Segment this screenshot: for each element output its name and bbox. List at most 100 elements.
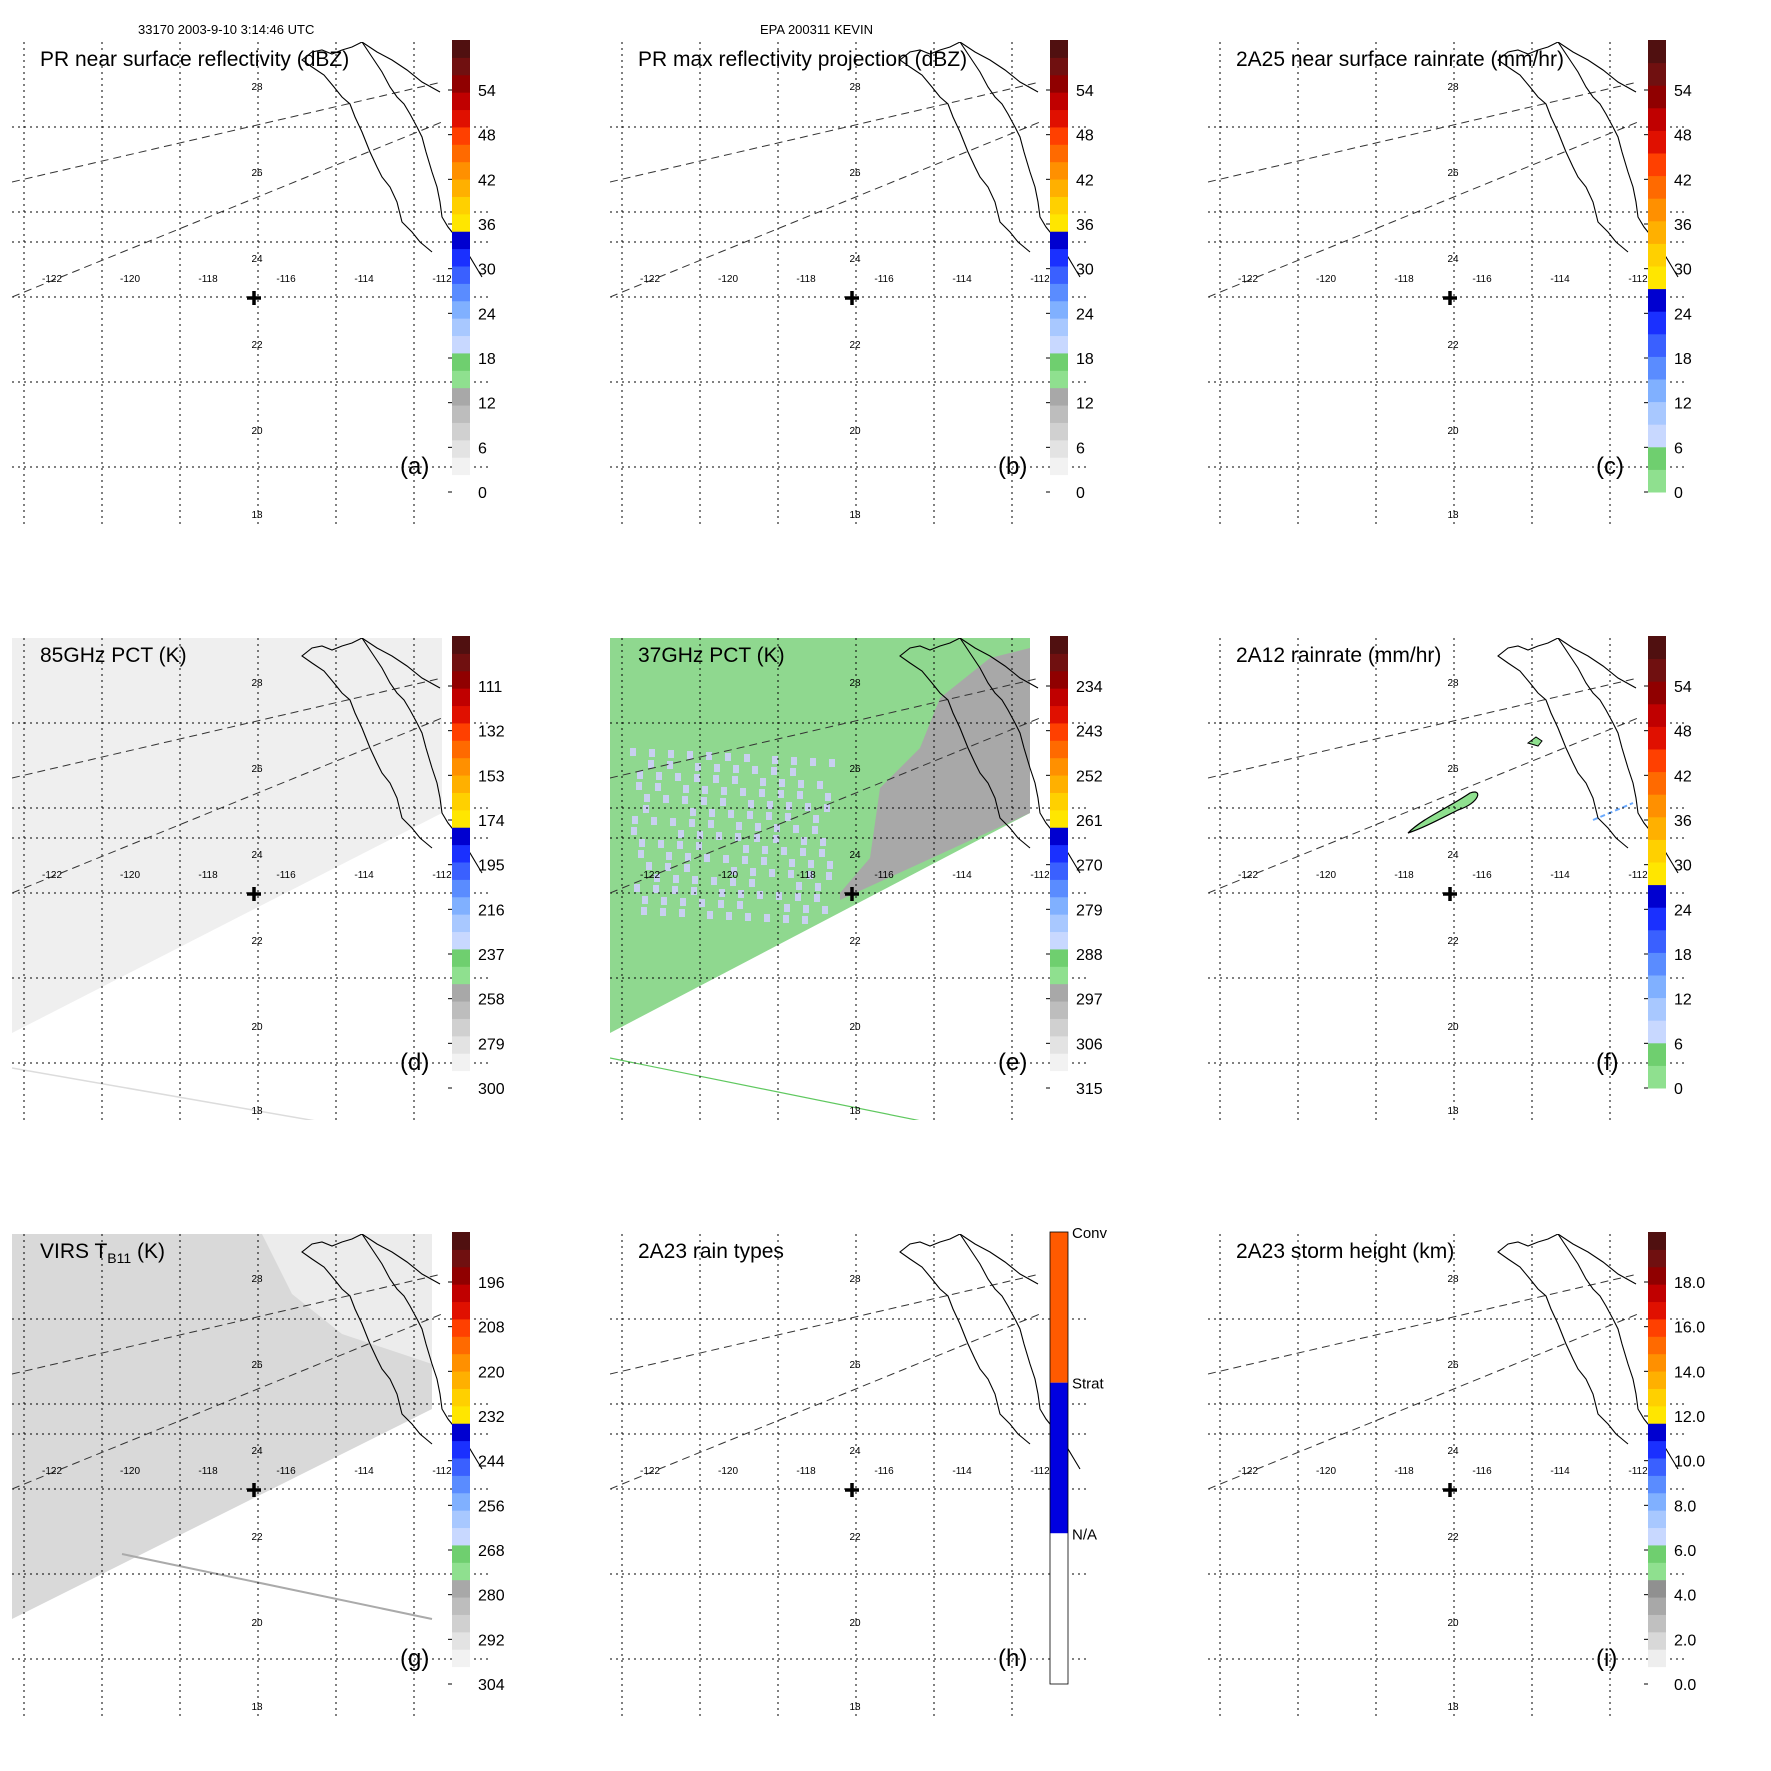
swath-pixel	[757, 891, 763, 899]
colorbar-tick-label: 8.0	[1674, 1498, 1696, 1515]
lon-label: -114	[952, 1466, 972, 1477]
swath-pixel	[655, 783, 661, 791]
colorbar-segment	[1648, 311, 1666, 335]
colorbar-tick-label: 6	[1674, 440, 1683, 457]
swath-pixel	[740, 788, 746, 796]
colorbar-segment	[1050, 422, 1068, 441]
colorbar-segment	[1050, 161, 1068, 180]
colorbar-segment	[452, 757, 470, 776]
lon-label: -116	[276, 274, 296, 285]
swath-pixel	[769, 869, 775, 877]
lon-label: -112	[432, 870, 452, 881]
swath-pixel	[800, 848, 806, 856]
colorbar-tick-label: 24	[478, 306, 496, 323]
colorbar-segment	[452, 1475, 470, 1494]
colorbar-segment	[452, 1018, 470, 1037]
swath-pixel	[678, 830, 684, 838]
swath-pixel	[778, 790, 784, 798]
colorbar-segment	[1050, 966, 1068, 985]
swath-pixel	[748, 800, 754, 808]
colorbar-segment	[1050, 879, 1068, 898]
colorbar-tick-label: 268	[478, 1543, 505, 1560]
panel-title: 37GHz PCT (K)	[638, 644, 785, 667]
colorbar-segment	[1050, 352, 1068, 371]
swath-pixel	[814, 894, 820, 902]
colorbar-segment	[1648, 1475, 1666, 1494]
colorbar-h: Conv Strat N/A	[1049, 1225, 1108, 1685]
swath-pixel	[638, 850, 644, 858]
panel-e: -122 -120 -118 -116 -114 -112 28 26 24 22 20 18 37GH…	[610, 636, 1103, 1120]
colorbar-segment	[1648, 1353, 1666, 1372]
panel-letter: (c)	[1596, 453, 1624, 480]
colorbar-tick-label: 258	[478, 992, 505, 1009]
colorbar-segment	[1050, 1382, 1068, 1534]
swath-pixel	[767, 801, 773, 809]
lon-label: -120	[718, 870, 738, 881]
panel-i-map: -122 -120 -118 -116 -114 -112 28 26 24 22 20 18	[1208, 1234, 1688, 1716]
colorbar-segment	[1050, 775, 1068, 793]
colorbar-segment	[1648, 1579, 1666, 1598]
lon-label: -120	[120, 1466, 140, 1477]
lat-label: 26	[1447, 168, 1459, 179]
colorbar-segment	[1648, 1562, 1666, 1581]
colorbar-tick-label: 54	[478, 83, 496, 100]
lon-label: -118	[1394, 870, 1414, 881]
rain-area-contour	[1407, 791, 1479, 834]
colorbar-segment	[1648, 1318, 1666, 1337]
swath-pixel	[801, 837, 807, 845]
colorbar-segment	[1050, 144, 1068, 163]
swath-pixel	[789, 859, 795, 867]
colorbar-tick-label: 279	[1076, 902, 1103, 919]
swath-pixel	[760, 778, 766, 786]
swath-pixel	[651, 817, 657, 825]
lon-label: -114	[952, 274, 972, 285]
panel-letter: (f)	[1596, 1049, 1619, 1076]
colorbar-segment	[452, 896, 470, 915]
colorbar-segment	[452, 705, 470, 724]
colorbar-segment	[452, 740, 470, 759]
lat-label: 18	[251, 1106, 263, 1117]
swath-pixel	[689, 819, 695, 827]
colorbar-segment	[452, 1492, 470, 1511]
colorbar-segment	[1050, 92, 1068, 111]
coastline	[1497, 1234, 1637, 1445]
swath-pixel	[656, 772, 662, 780]
swath-pixel	[641, 907, 647, 915]
colorbar-tick-label: 18	[478, 351, 496, 368]
swath-pixel	[714, 764, 720, 772]
colorbar-tick-label: 14.0	[1674, 1364, 1705, 1381]
swath-pixel	[709, 809, 715, 817]
lat-label: 20	[1447, 426, 1459, 437]
colorbar-segment	[1648, 40, 1666, 64]
swath-pixel	[649, 749, 655, 757]
colorbar-tick-label: 6.0	[1674, 1543, 1696, 1560]
colorbar-segment	[1648, 884, 1666, 908]
panel-e-map: -122 -120 -118 -116 -114 -112 28 26 24 22 20 18	[610, 638, 1090, 1120]
lat-label: 20	[849, 426, 861, 437]
colorbar-segment	[1648, 85, 1666, 109]
swath-pixel	[747, 811, 753, 819]
colorbar-segment	[1648, 975, 1666, 999]
colorbar-segment	[1648, 658, 1666, 682]
colorbar-tick-label: 220	[478, 1364, 505, 1381]
lon-label: -116	[874, 274, 894, 285]
colorbar-segment	[1050, 670, 1068, 689]
swath-pixel	[827, 861, 833, 869]
lat-label: 24	[1447, 850, 1459, 861]
swath-pixel	[711, 877, 717, 885]
colorbar-segment	[1050, 335, 1068, 354]
swath-pixel	[653, 885, 659, 893]
colorbar-segment	[1050, 705, 1068, 724]
colorbar-segment	[452, 844, 470, 863]
colorbar-segment	[452, 1301, 470, 1320]
lon-label: -120	[120, 274, 140, 285]
swath-pixel	[737, 901, 743, 909]
panel-b: -122 -120 -118 -116 -114 -112 28 26 24 22 20 18 PR m…	[610, 40, 1094, 524]
colorbar-tick-label: 12.0	[1674, 1409, 1705, 1426]
colorbar-tick-label: 174	[478, 813, 505, 830]
swath-edge-lower	[610, 1313, 1041, 1490]
colorbar-tick-label: 306	[1076, 1036, 1103, 1053]
colorbar-segment	[1648, 1371, 1666, 1389]
lat-label: 28	[849, 678, 861, 689]
colorbar-segment	[452, 1527, 470, 1546]
